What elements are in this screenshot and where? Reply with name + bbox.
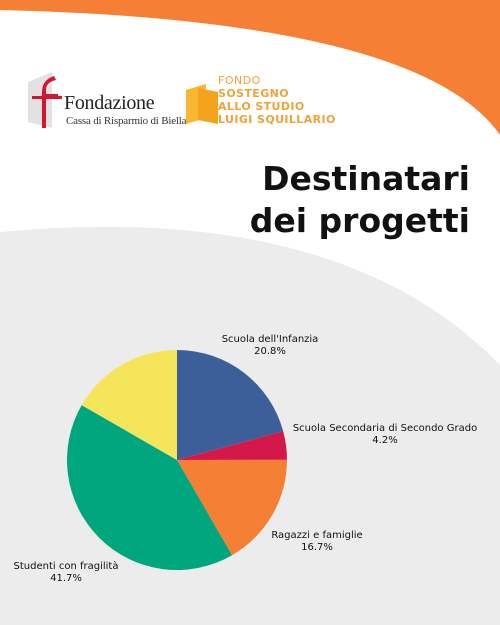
slice-value-label: 41.7% — [50, 573, 82, 584]
slice-value-label: 4.2% — [372, 435, 397, 446]
fondazione-name: Fondazione — [64, 92, 155, 114]
slice-label: Studenti con fragilità — [14, 560, 119, 572]
slice-value-label: 16.7% — [301, 542, 333, 553]
fondo-logo-mark — [186, 84, 218, 124]
pie-slice — [67, 405, 233, 570]
slice-label: Ragazzi e famiglie — [271, 530, 362, 541]
pie-slice — [177, 459, 288, 556]
fondo-logo-text: FONDO SOSTEGNO ALLO STUDIO LUIGI SQUILLA… — [218, 74, 336, 126]
pie-slice — [81, 349, 177, 460]
page-title: Destinatari dei progetti — [250, 158, 470, 242]
fondazione-subtitle: Cassa di Risparmio di Biella — [66, 115, 187, 127]
slice-label: Scuola Secondaria di Secondo Grado — [293, 423, 477, 434]
fondo-line-sostegno: SOSTEGNO — [218, 87, 289, 100]
fondo-line-studio: ALLO STUDIO — [218, 100, 305, 113]
slice-value-label: 20.8% — [254, 346, 286, 357]
slice-label: Scuola dell'Infanzia — [222, 334, 319, 345]
fondazione-logo-mark — [28, 72, 62, 128]
pie-slice — [177, 431, 287, 460]
fondo-label: FONDO — [218, 74, 261, 87]
orange-top-band — [0, 0, 500, 135]
page-title-line-2: dei progetti — [249, 201, 470, 240]
page-title-line-1: Destinatari — [262, 159, 470, 198]
fondo-line-name: LUIGI SQUILLARIO — [218, 113, 336, 126]
pie-slice — [177, 350, 284, 460]
